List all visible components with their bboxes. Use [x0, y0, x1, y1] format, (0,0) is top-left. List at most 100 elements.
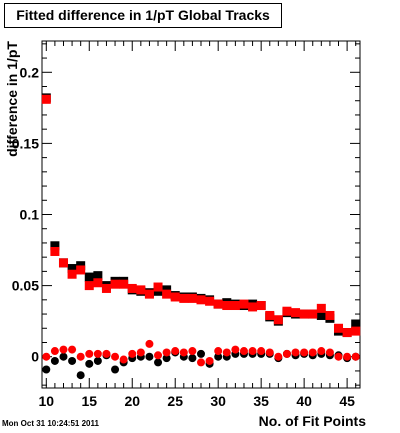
- data-point-circle: [282, 349, 291, 358]
- data-point-circle: [59, 352, 68, 361]
- data-point-circle: [50, 347, 59, 356]
- data-point-square: [144, 289, 154, 299]
- data-point-square: [50, 246, 60, 256]
- data-point-circle: [102, 349, 111, 358]
- data-point-square: [110, 279, 120, 289]
- data-point-circle: [50, 356, 59, 365]
- data-point-circle: [93, 349, 102, 358]
- y-axis-ticks: 0 0.05 0.1 0.15 0.2: [12, 43, 360, 386]
- data-point-square: [222, 301, 232, 311]
- data-point-circle: [351, 352, 360, 361]
- data-point-square: [351, 326, 361, 336]
- x-tick-label: 15: [81, 393, 97, 409]
- data-point-circle: [154, 358, 163, 367]
- data-point-square: [351, 319, 361, 329]
- data-point-square: [58, 258, 68, 268]
- data-point-square: [342, 328, 352, 338]
- data-point-square: [93, 271, 103, 281]
- data-point-square: [205, 296, 215, 306]
- data-point-square: [213, 299, 223, 309]
- data-point-square: [239, 299, 249, 309]
- data-point-circle: [205, 356, 214, 365]
- data-point-circle: [162, 348, 171, 357]
- x-tick-label: 30: [210, 393, 226, 409]
- data-point-square: [119, 279, 129, 289]
- data-point-circle: [76, 371, 85, 380]
- data-point-square: [196, 295, 206, 305]
- x-tick-label: 35: [253, 393, 269, 409]
- data-point-circle: [111, 352, 120, 361]
- y-tick-label: 0.2: [20, 64, 40, 80]
- data-point-square: [325, 310, 335, 320]
- timestamp: Mon Oct 31 10:24:51 2011: [2, 419, 99, 428]
- data-point-circle: [136, 348, 145, 357]
- data-point-square: [256, 301, 266, 311]
- y-axis-label: difference in 1/pT: [4, 41, 20, 157]
- data-point-square: [308, 309, 318, 319]
- data-point-circle: [214, 347, 223, 356]
- data-point-circle: [93, 356, 102, 365]
- data-point-square: [76, 265, 86, 275]
- data-point-square: [316, 310, 326, 320]
- data-point-square: [248, 302, 258, 312]
- data-point-square: [67, 269, 77, 279]
- data-point-circle: [308, 348, 317, 357]
- data-point-circle: [68, 356, 77, 365]
- data-point-circle: [85, 359, 94, 368]
- data-point-circle: [179, 348, 188, 357]
- data-point-circle: [68, 345, 77, 354]
- y-tick-label: 0.05: [12, 278, 39, 294]
- data-point-circle: [171, 347, 180, 356]
- data-point-circle: [214, 352, 223, 361]
- data-point-circle: [334, 352, 343, 361]
- data-point-square: [127, 283, 137, 293]
- data-point-circle: [231, 345, 240, 354]
- data-point-square: [265, 310, 275, 320]
- x-axis-ticks: 10 15 20 25 30 35 40 45: [39, 41, 357, 409]
- data-point-circle: [59, 345, 68, 354]
- data-point-circle: [76, 352, 85, 361]
- data-point-circle: [85, 349, 94, 358]
- data-point-square: [50, 241, 60, 251]
- data-point-circle: [291, 348, 300, 357]
- plot-frame: [41, 40, 361, 389]
- data-point-square: [179, 293, 189, 303]
- data-point-square: [291, 308, 301, 318]
- data-point-circle: [188, 347, 197, 356]
- data-point-circle: [42, 365, 51, 374]
- data-point-square: [230, 301, 240, 311]
- y-tick-label: 0.15: [12, 135, 39, 151]
- data-point-circle: [154, 351, 163, 360]
- data-point-circle: [239, 347, 248, 356]
- data-point-circle: [188, 354, 197, 363]
- data-point-square: [153, 282, 163, 292]
- data-point-square: [41, 94, 51, 104]
- data-point-circle: [162, 354, 171, 363]
- data-point-square: [84, 281, 94, 291]
- y-tick-label: 0.1: [20, 207, 40, 223]
- data-point-square: [67, 264, 77, 274]
- data-point-circle: [145, 352, 154, 361]
- data-point-square: [84, 272, 94, 282]
- x-tick-label: 45: [339, 393, 355, 409]
- data-point-circle: [111, 365, 120, 374]
- data-point-circle: [248, 347, 257, 356]
- x-tick-label: 10: [39, 393, 55, 409]
- data-point-square: [316, 303, 326, 313]
- y-tick-label: 0: [31, 349, 39, 365]
- data-point-circle: [145, 339, 154, 348]
- data-point-circle: [257, 347, 266, 356]
- x-axis-label: No. of Fit Points: [259, 413, 367, 429]
- data-point-square: [93, 278, 103, 288]
- data-points: [41, 93, 361, 380]
- data-point-circle: [222, 348, 231, 357]
- data-point-square: [136, 285, 146, 295]
- data-point-circle: [42, 352, 51, 361]
- data-point-circle: [274, 352, 283, 361]
- data-point-circle: [325, 348, 334, 357]
- x-tick-label: 20: [124, 393, 140, 409]
- chart-title: Fitted difference in 1/pT Global Tracks: [4, 3, 282, 28]
- data-point-square: [187, 293, 197, 303]
